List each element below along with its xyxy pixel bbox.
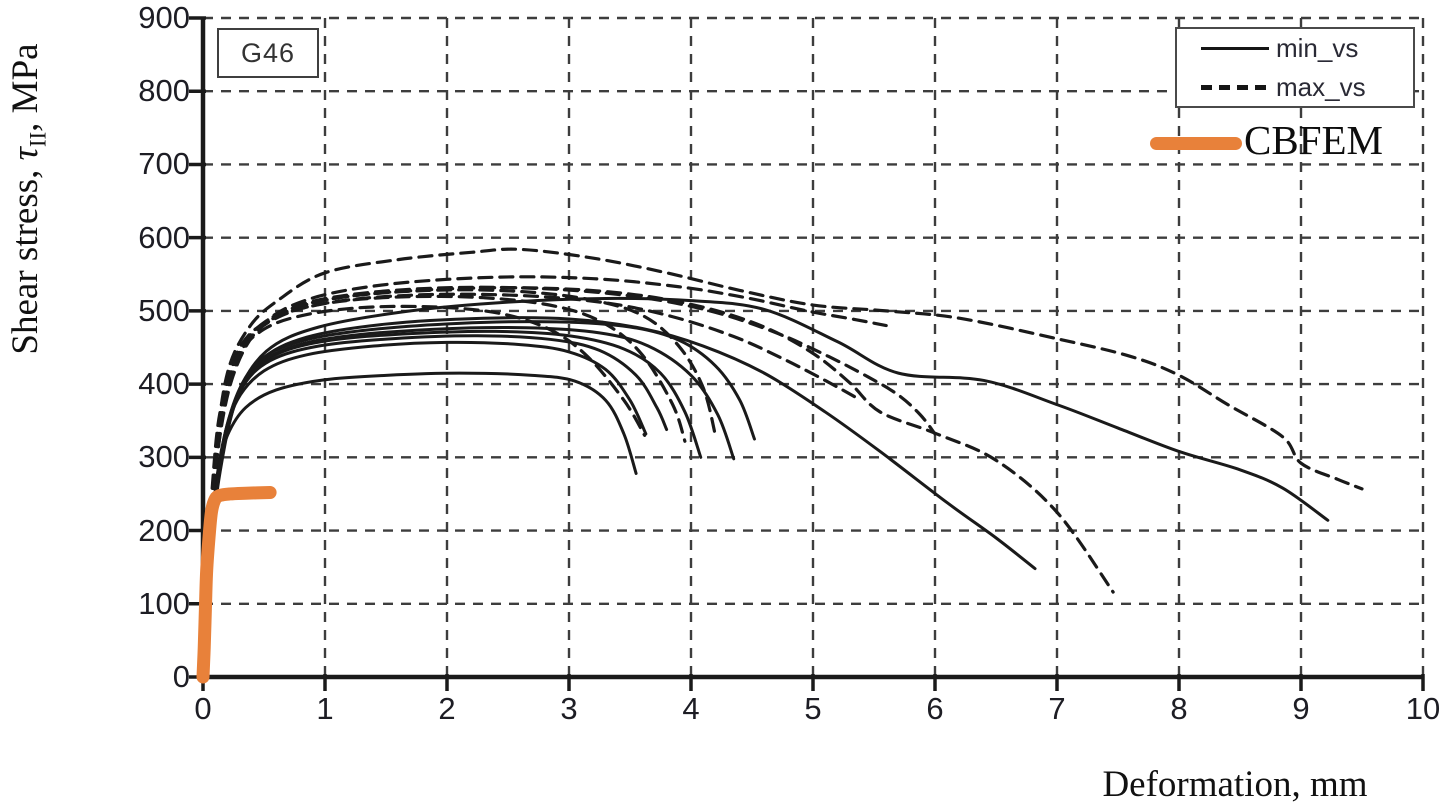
- cbfem-line-sample: [1150, 136, 1242, 150]
- y-tick-label: 200: [138, 512, 190, 548]
- curve-min_vs: [201, 296, 1330, 679]
- x-tick-label: 8: [1170, 691, 1188, 726]
- x-tick-label: 2: [438, 691, 456, 726]
- y-tick-label: 100: [138, 585, 190, 621]
- legend-box: min_vs max_vs: [1175, 27, 1415, 108]
- legend-label-min-vs: min_vs: [1276, 32, 1359, 63]
- curve-min_vs: [201, 371, 638, 679]
- y-tick-label: 0: [172, 659, 190, 694]
- y-tick-label: 300: [138, 439, 190, 475]
- y-tick-label: 600: [138, 219, 190, 255]
- max-vs-line-sample: [1201, 84, 1269, 90]
- y-tick-label: 900: [138, 0, 190, 35]
- min-vs-line-sample: [1201, 46, 1269, 50]
- y-tick-label: 700: [138, 146, 190, 182]
- x-tick-label: 9: [1292, 691, 1310, 726]
- y-tick-label: 800: [138, 73, 190, 109]
- curve-max_vs: [201, 247, 1364, 679]
- tau-symbol: τ: [5, 147, 46, 161]
- x-tick-label: 6: [926, 691, 944, 726]
- cbfem-legend: CBFEM: [1150, 116, 1383, 164]
- curve-max_vs: [201, 304, 647, 679]
- curve-max_vs: [201, 286, 1115, 679]
- curve-min_vs: [201, 320, 756, 679]
- x-tick-label: 4: [682, 691, 700, 726]
- legend-item-max-vs: max_vs: [1201, 72, 1413, 103]
- legend-label-max-vs: max_vs: [1276, 71, 1366, 102]
- specimen-annotation-box: G46: [217, 28, 319, 78]
- curve-min_vs: [201, 326, 736, 679]
- y-axis-title: Shear stress, τII, MPa: [4, 0, 50, 479]
- x-tick-label: 5: [804, 691, 822, 726]
- curve-min_vs: [201, 316, 1037, 679]
- curve-CBFEM: [196, 485, 277, 684]
- y-axis-title-text: Shear stress,: [5, 160, 46, 355]
- curve-max_vs: [201, 275, 888, 679]
- curve-max_vs: [201, 292, 858, 679]
- y-tick-label: 400: [138, 366, 190, 402]
- x-tick-label: 3: [560, 691, 578, 726]
- y-tick-label: 500: [138, 292, 190, 328]
- x-tick-label: 0: [194, 691, 212, 726]
- x-tick-label: 10: [1405, 691, 1441, 726]
- x-tick-label: 1: [316, 691, 334, 726]
- specimen-annotation-label: G46: [240, 37, 296, 68]
- tau-subscript: II: [25, 131, 51, 148]
- curve-min_vs: [201, 334, 669, 679]
- x-tick-label: 7: [1048, 691, 1066, 726]
- legend-item-min-vs: min_vs: [1201, 33, 1413, 64]
- y-axis-unit: , MPa: [5, 43, 46, 132]
- x-axis-title: Deformation, mm: [1102, 764, 1368, 805]
- cbfem-legend-label: CBFEM: [1244, 117, 1383, 163]
